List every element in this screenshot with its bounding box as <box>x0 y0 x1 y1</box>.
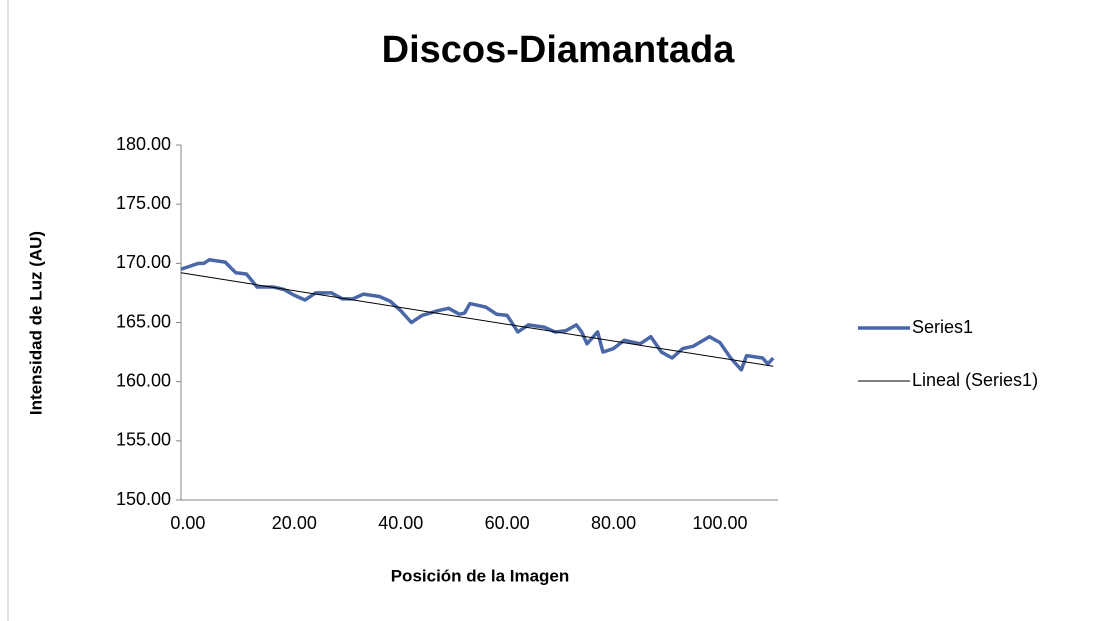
x-tick-label: 100.00 <box>692 513 747 533</box>
y-tick-label: 165.00 <box>116 311 171 331</box>
x-tick-label: 80.00 <box>591 513 636 533</box>
x-tick-label: 0.00 <box>170 513 205 533</box>
legend-label: Series1 <box>912 317 973 337</box>
legend-label: Lineal (Series1) <box>912 370 1038 390</box>
x-tick-label: 40.00 <box>378 513 423 533</box>
y-tick-label: 155.00 <box>116 430 171 450</box>
y-tick-label: 150.00 <box>116 489 171 509</box>
series-line <box>180 258 775 372</box>
y-tick-label: 180.00 <box>116 134 171 154</box>
x-axis-title: Posición de la Imagen <box>391 566 570 585</box>
y-tick-label: 170.00 <box>116 252 171 272</box>
y-tick-label: 160.00 <box>116 370 171 390</box>
x-tick-label: 60.00 <box>485 513 530 533</box>
y-axis-title: Intensidad de Luz (AU) <box>26 231 45 415</box>
chart-title: Discos-Diamantada <box>382 29 736 71</box>
x-tick-label: 20.00 <box>272 513 317 533</box>
series-line <box>180 272 774 367</box>
y-tick-label: 175.00 <box>116 193 171 213</box>
